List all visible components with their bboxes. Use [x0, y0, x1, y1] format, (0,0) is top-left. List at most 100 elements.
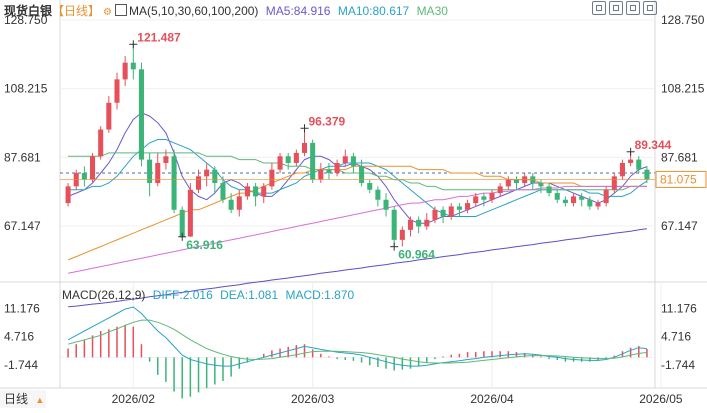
candle-body	[456, 206, 462, 210]
candle-body	[546, 186, 552, 194]
price-tick-label-left: 67.147	[4, 219, 41, 233]
ma-line-ma10	[68, 139, 648, 217]
candle-body	[98, 129, 104, 157]
date-tick-label: 2026/05	[639, 392, 683, 406]
candle-body	[465, 203, 471, 210]
current-price-tag	[655, 170, 707, 188]
candle-body	[318, 169, 324, 180]
settings-icon[interactable]: ⚙	[103, 7, 112, 18]
price-tick-label-left: 128.750	[4, 13, 48, 27]
candle-body	[122, 62, 128, 80]
candle-body	[383, 199, 389, 210]
ma-line-ma100	[67, 185, 647, 274]
candle-body	[628, 159, 634, 163]
macd-tick-label-left: -1.744	[4, 358, 38, 372]
candle-body	[603, 189, 609, 204]
candle-body	[147, 159, 153, 184]
candle-body	[375, 189, 381, 200]
extreme-label: 60.964	[398, 248, 435, 262]
candle-body	[326, 169, 332, 173]
date-tick-label: 2026/03	[291, 392, 335, 406]
candle-body	[595, 203, 601, 207]
chevron-up-icon: ▲	[35, 395, 45, 405]
candle-body	[220, 183, 226, 200]
macd-dea-line	[67, 319, 647, 364]
candle-body	[179, 209, 185, 237]
period-label[interactable]: 【日线】	[52, 4, 101, 18]
macd-tick-label-right: -1.744	[661, 358, 695, 372]
extreme-label: 121.487	[137, 30, 181, 44]
zoom-in-icon[interactable]	[609, 1, 623, 15]
macd-tick-label-right: 4.716	[661, 330, 691, 344]
candle-body	[554, 193, 560, 200]
candle-body	[497, 186, 503, 194]
candle-body	[489, 193, 495, 200]
date-tick-label: 2026/02	[112, 392, 156, 406]
candle-body	[269, 169, 275, 187]
candle-body	[505, 179, 511, 187]
candle-body	[244, 186, 250, 197]
fullscreen-icon[interactable]	[643, 1, 657, 15]
chart-toolbar	[592, 1, 657, 15]
extreme-label: 96.379	[309, 114, 346, 128]
price-tick-label-right: 108.215	[661, 82, 705, 96]
macd-diff: DIFF:2.016	[152, 288, 213, 302]
instrument-name: 现货白银	[4, 4, 53, 18]
price-tick-label-left: 108.215	[4, 82, 48, 96]
macd-diff-line	[67, 306, 647, 367]
candle-body	[538, 183, 544, 187]
candle-body	[81, 172, 87, 180]
ma10-value: MA10:80.617	[337, 4, 410, 18]
candle-body	[65, 186, 71, 204]
period-selector-button[interactable]: 日线 ▲	[0, 390, 46, 408]
date-tick-label: 2026/04	[470, 392, 514, 406]
ma30-value: MA30	[416, 4, 448, 18]
macd-tick-label-left: 11.176	[4, 301, 40, 315]
candle-body	[138, 69, 144, 160]
macd-label: MACD(26,12,9)	[62, 288, 146, 302]
candle-body	[212, 169, 218, 184]
ma-indicator-icon[interactable]	[115, 4, 127, 16]
macd-legend: MACD(26,12,9) DIFF:2.016 DEA:1.081 MACD:…	[62, 288, 354, 302]
candle-body	[171, 156, 177, 210]
macd-value: MACD:1.870	[285, 288, 355, 302]
candle-body	[513, 179, 520, 184]
candle-body	[448, 206, 454, 217]
candle-body	[416, 219, 422, 227]
extreme-label: 89.344	[635, 138, 672, 152]
chart-legend: 现货白银【日线】 ⚙ MA(5,10,30,60,100,200) MA5:84.9…	[4, 2, 448, 19]
current-price-label: 81.075	[660, 172, 697, 186]
candle-body	[399, 229, 405, 240]
zoom-out-icon[interactable]	[626, 1, 640, 15]
candle-body	[155, 162, 161, 184]
crosshair-icon[interactable]	[592, 1, 606, 15]
ma-line-ma60	[67, 165, 647, 261]
macd-tick-label-right: 11.176	[661, 301, 697, 315]
ma-line-ma200	[68, 228, 647, 308]
candle-body	[473, 196, 479, 204]
candle-body	[644, 169, 650, 180]
candle-body	[424, 219, 430, 227]
candle-body	[90, 156, 96, 180]
price-tick-label-right: 128.750	[661, 13, 705, 27]
candle-body	[228, 199, 234, 210]
price-tick-label-left: 87.681	[4, 150, 41, 164]
indicator-label: MA(5,10,30,60,100,200)	[129, 4, 259, 18]
candle-body	[587, 199, 593, 207]
candle-body	[130, 62, 136, 70]
candle-body	[236, 196, 242, 210]
candle-body	[619, 162, 625, 177]
candle-body	[301, 142, 308, 153]
candle-body	[350, 156, 356, 167]
candle-body	[106, 102, 112, 130]
macd-tick-label-left: 4.716	[4, 330, 34, 344]
extreme-label: 63.916	[186, 238, 223, 252]
candle-body	[359, 166, 365, 184]
macd-dea: DEA:1.081	[220, 288, 279, 302]
candle-body	[310, 142, 316, 180]
ma5-value: MA5:84.916	[265, 4, 331, 18]
period-selector-label: 日线	[4, 392, 29, 406]
candle-body	[277, 156, 283, 170]
